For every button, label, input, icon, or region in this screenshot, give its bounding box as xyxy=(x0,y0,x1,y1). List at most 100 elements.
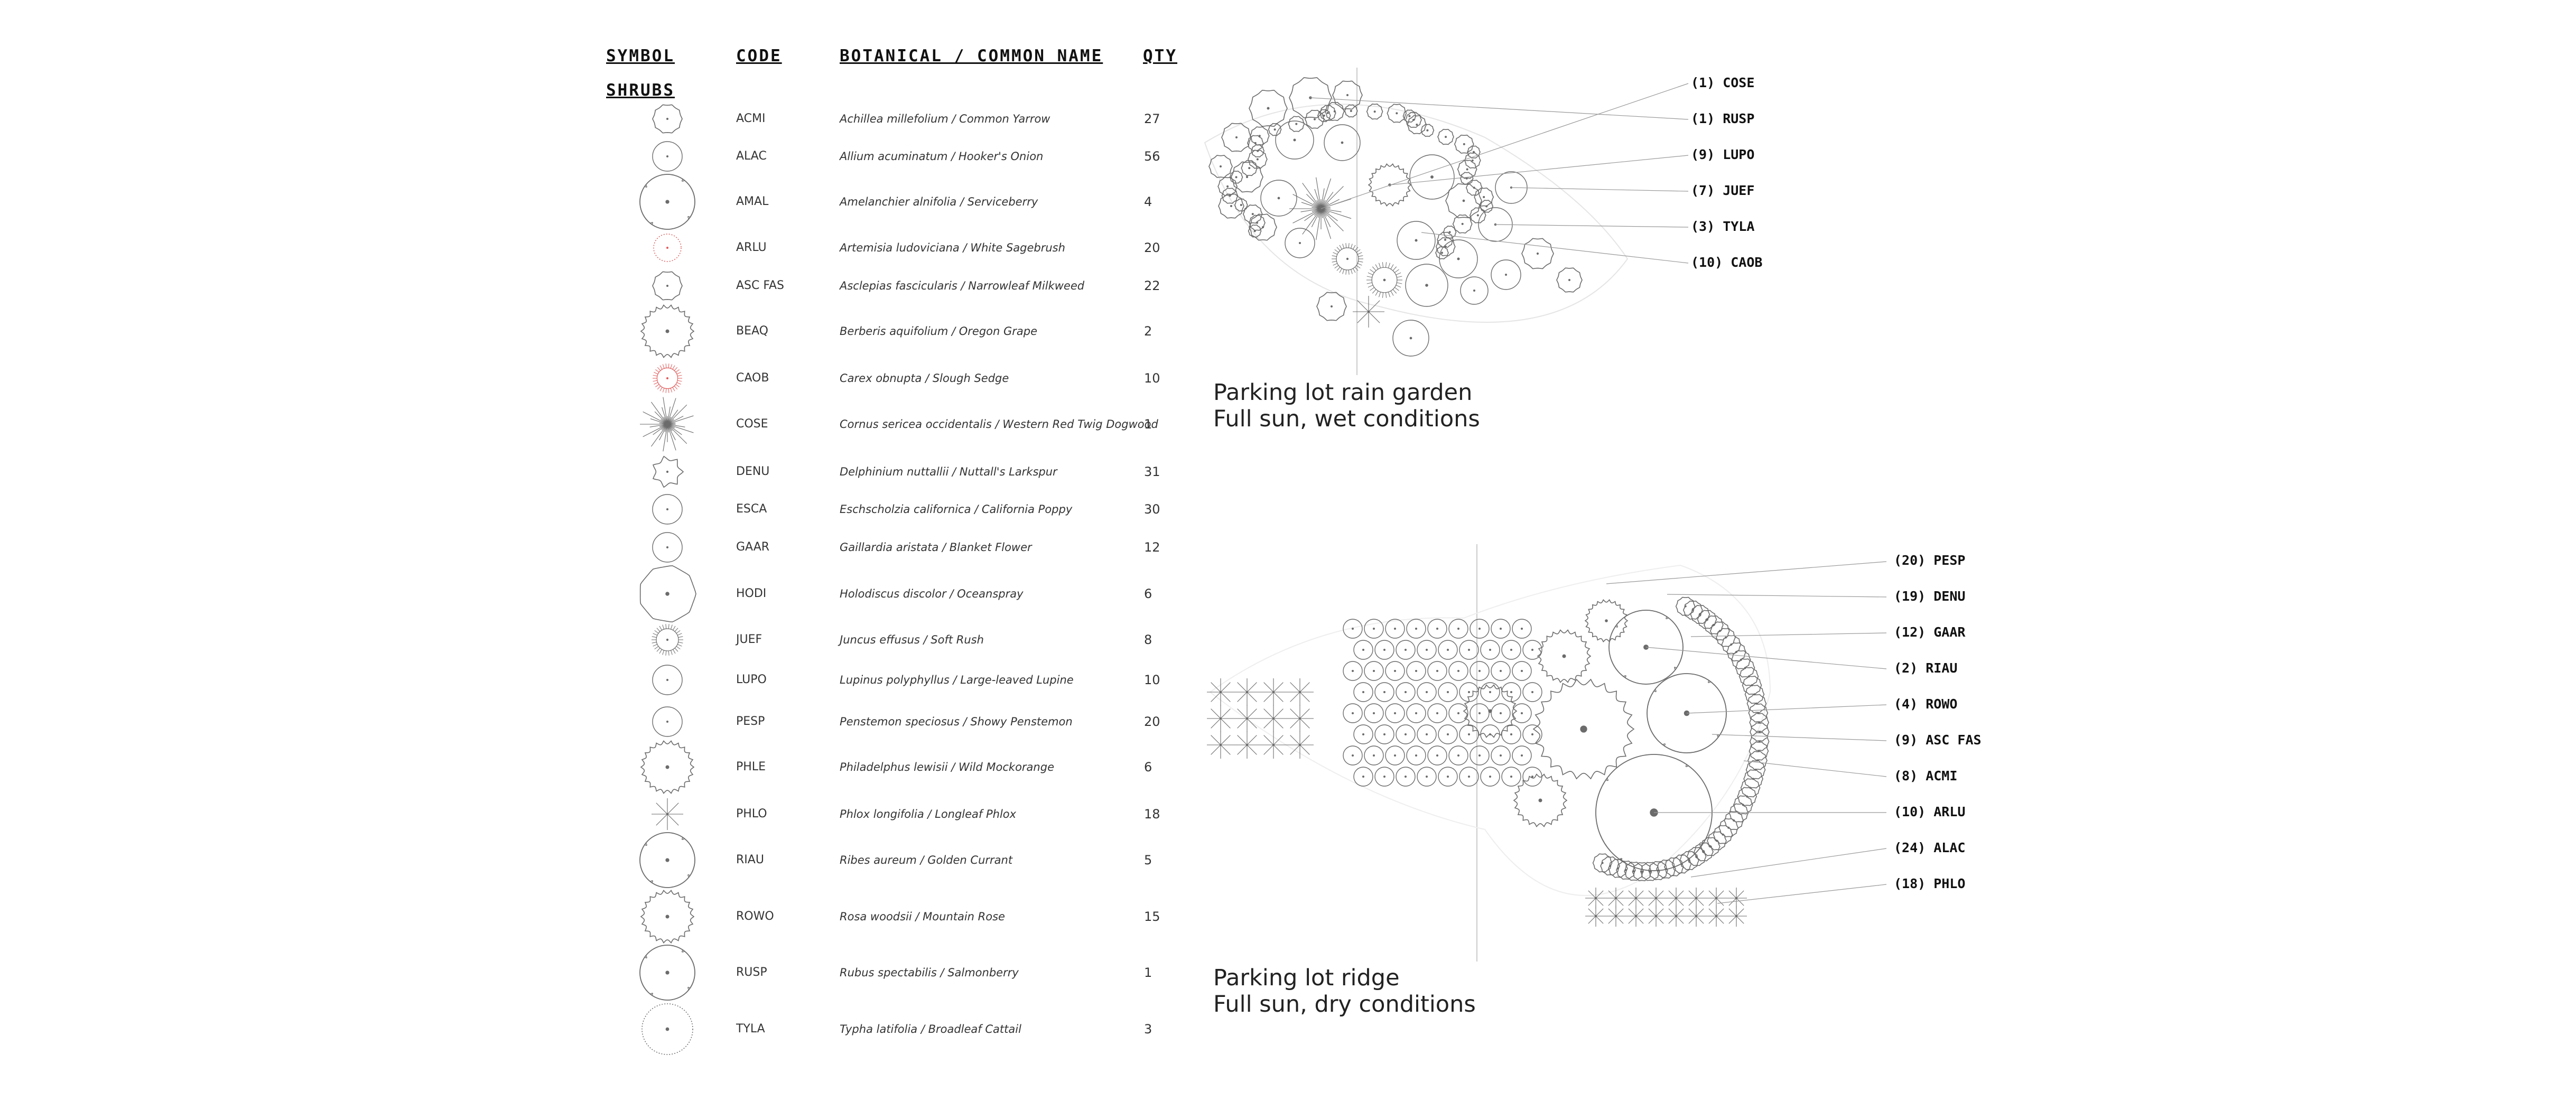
plant-name: Asclepias fascicularis / Narrowleaf Milk… xyxy=(840,279,1085,292)
spiky-circle-icon xyxy=(640,304,695,358)
plant-code: CAOB xyxy=(736,371,769,385)
legend-row: COSE Cornus sericea occidentalis / Wester… xyxy=(602,414,1194,435)
plant-name: Ribes aureum / Golden Currant xyxy=(840,854,1013,866)
plant-name: Artemisia ludoviciana / White Sagebrush xyxy=(840,241,1065,254)
ridge-callout: (2) RIAU xyxy=(1894,660,1958,676)
plant-qty: 6 xyxy=(1144,760,1152,775)
legend-row: RUSP Rubus spectabilis / Salmonberry 1 xyxy=(602,962,1194,983)
plant-name: Holodiscus discolor / Oceanspray xyxy=(840,587,1024,600)
plant-qty: 8 xyxy=(1144,632,1152,647)
plant-code: ACMI xyxy=(736,112,766,125)
rain-garden-callout: (3) TYLA xyxy=(1691,219,1755,234)
plant-qty: 18 xyxy=(1144,807,1160,822)
spiky-circle-icon xyxy=(640,890,695,944)
legend-row: ROWO Rosa woodsii / Mountain Rose 15 xyxy=(602,906,1194,927)
ridge-callout: (4) ROWO xyxy=(1894,696,1958,712)
plant-code: LUPO xyxy=(736,673,767,686)
header-code: CODE xyxy=(736,46,782,66)
legend-row: ACMI Achillea millefolium / Common Yarrow… xyxy=(602,108,1194,129)
rain-garden-callout: (7) JUEF xyxy=(1691,183,1755,198)
plant-qty: 22 xyxy=(1144,278,1160,293)
plant-code: ASC FAS xyxy=(736,279,785,292)
plant-qty: 20 xyxy=(1144,240,1160,255)
rain-garden-subtitle: Full sun, wet conditions xyxy=(1213,406,1480,432)
legend-row: HODI Holodiscus discolor / Oceanspray 6 xyxy=(602,583,1194,604)
plant-code: HODI xyxy=(736,587,767,600)
plant-qty: 5 xyxy=(1144,853,1152,867)
plant-name: Cornus sericea occidentalis / Western Re… xyxy=(840,418,1158,431)
plant-name: Juncus effusus / Soft Rush xyxy=(840,633,984,646)
fringed-red-circle-icon xyxy=(653,363,682,393)
plant-code: ALAC xyxy=(736,150,767,163)
plant-name: Gaillardia aristata / Blanket Flower xyxy=(840,541,1032,554)
ridge-callout: (20) PESP xyxy=(1894,553,1966,568)
plant-name: Rosa woodsii / Mountain Rose xyxy=(840,910,1005,923)
small-circle-icon xyxy=(652,706,683,737)
plant-name: Philadelphus lewisii / Wild Mockorange xyxy=(840,761,1054,773)
header-botanical-common-name: BOTANICAL / COMMON NAME xyxy=(840,46,1103,66)
plant-name: Eschscholzia californica / California Po… xyxy=(840,503,1073,516)
rain-garden-callout: (9) LUPO xyxy=(1691,147,1755,162)
plant-name: Penstemon speciosus / Showy Penstemon xyxy=(840,715,1073,728)
header-symbol: SYMBOL xyxy=(606,46,675,66)
plant-qty: 30 xyxy=(1144,502,1160,517)
legend-row: ALAC Allium acuminatum / Hooker's Onion 56 xyxy=(602,146,1194,167)
plant-qty: 3 xyxy=(1144,1022,1152,1037)
legend-row: ASC FAS Asclepias fascicularis / Narrowle… xyxy=(602,275,1194,296)
small-circle-icon xyxy=(652,494,683,525)
plant-name: Lupinus polyphyllus / Large-leaved Lupin… xyxy=(840,674,1074,686)
plant-name: Typha latifolia / Broadleaf Cattail xyxy=(840,1023,1021,1035)
plant-qty: 27 xyxy=(1144,111,1160,126)
plant-qty: 10 xyxy=(1144,371,1160,386)
plant-code: ESCA xyxy=(736,502,767,516)
ridge-callout: (24) ALAC xyxy=(1894,840,1966,855)
fringed-circle-icon xyxy=(652,624,683,656)
plant-name: Delphinium nuttallii / Nuttall's Larkspu… xyxy=(840,465,1057,478)
plant-qty: 10 xyxy=(1144,673,1160,687)
legend-row: RIAU Ribes aureum / Golden Currant 5 xyxy=(602,850,1194,871)
plant-name: Carex obnupta / Slough Sedge xyxy=(840,372,1009,385)
ridge-subtitle: Full sun, dry conditions xyxy=(1213,991,1476,1018)
plant-qty: 4 xyxy=(1144,194,1152,209)
rain-garden-callout: (1) RUSP xyxy=(1691,111,1755,126)
large-wavy-circle-icon xyxy=(639,565,696,623)
plant-name: Amelanchier alnifolia / Serviceberry xyxy=(840,195,1038,208)
plant-qty: 56 xyxy=(1144,149,1160,164)
dotted-red-circle-icon xyxy=(653,234,682,262)
plant-qty: 12 xyxy=(1144,540,1160,555)
small-circle-icon xyxy=(652,532,683,563)
plant-code: PHLO xyxy=(736,807,767,820)
legend-row: CAOB Carex obnupta / Slough Sedge 10 xyxy=(602,368,1194,389)
ridge-callout: (8) ACMI xyxy=(1894,768,1958,783)
plant-qty: 31 xyxy=(1144,464,1160,479)
rain-garden-title-block: Parking lot rain garden Full sun, wet co… xyxy=(1213,379,1480,432)
plant-code: AMAL xyxy=(736,195,769,208)
plant-name: Berberis aquifolium / Oregon Grape xyxy=(840,325,1038,338)
ridge-title-block: Parking lot ridge Full sun, dry conditio… xyxy=(1213,965,1476,1018)
plant-name: Rubus spectabilis / Salmonberry xyxy=(840,966,1019,979)
ridge-callout: (12) GAAR xyxy=(1894,624,1966,640)
legend-row: AMAL Amelanchier alnifolia / Serviceberry… xyxy=(602,191,1194,212)
legend-row: BEAQ Berberis aquifolium / Oregon Grape 2 xyxy=(602,321,1194,342)
plant-name: Allium acuminatum / Hooker's Onion xyxy=(840,150,1044,163)
large-lobed-circle-icon xyxy=(639,945,695,1001)
plant-code: DENU xyxy=(736,465,770,478)
ridge-callout: (10) ARLU xyxy=(1894,804,1966,819)
plant-code: GAAR xyxy=(736,540,770,554)
scalloped-circle-icon xyxy=(652,104,683,134)
legend-row: PHLO Phlox longifolia / Longleaf Phlox 18 xyxy=(602,804,1194,825)
plant-name: Achillea millefolium / Common Yarrow xyxy=(840,113,1050,125)
legend-row: ESCA Eschscholzia californica / Californi… xyxy=(602,499,1194,520)
legend-row: PESP Penstemon speciosus / Showy Penstemo… xyxy=(602,711,1194,732)
plant-qty: 6 xyxy=(1144,586,1152,601)
star-burst-icon xyxy=(652,798,683,830)
rain-garden-callout: (1) COSE xyxy=(1691,75,1755,90)
plant-qty: 1 xyxy=(1144,417,1152,432)
plant-code: PHLE xyxy=(736,760,766,773)
rain-garden-title: Parking lot rain garden xyxy=(1213,379,1473,406)
spiky-circle-icon xyxy=(640,740,695,794)
plant-code: TYLA xyxy=(736,1022,765,1035)
legend-row: DENU Delphinium nuttallii / Nuttall's Lar… xyxy=(602,461,1194,482)
dotted-circle-icon xyxy=(641,1003,693,1055)
plant-code: COSE xyxy=(736,417,768,431)
